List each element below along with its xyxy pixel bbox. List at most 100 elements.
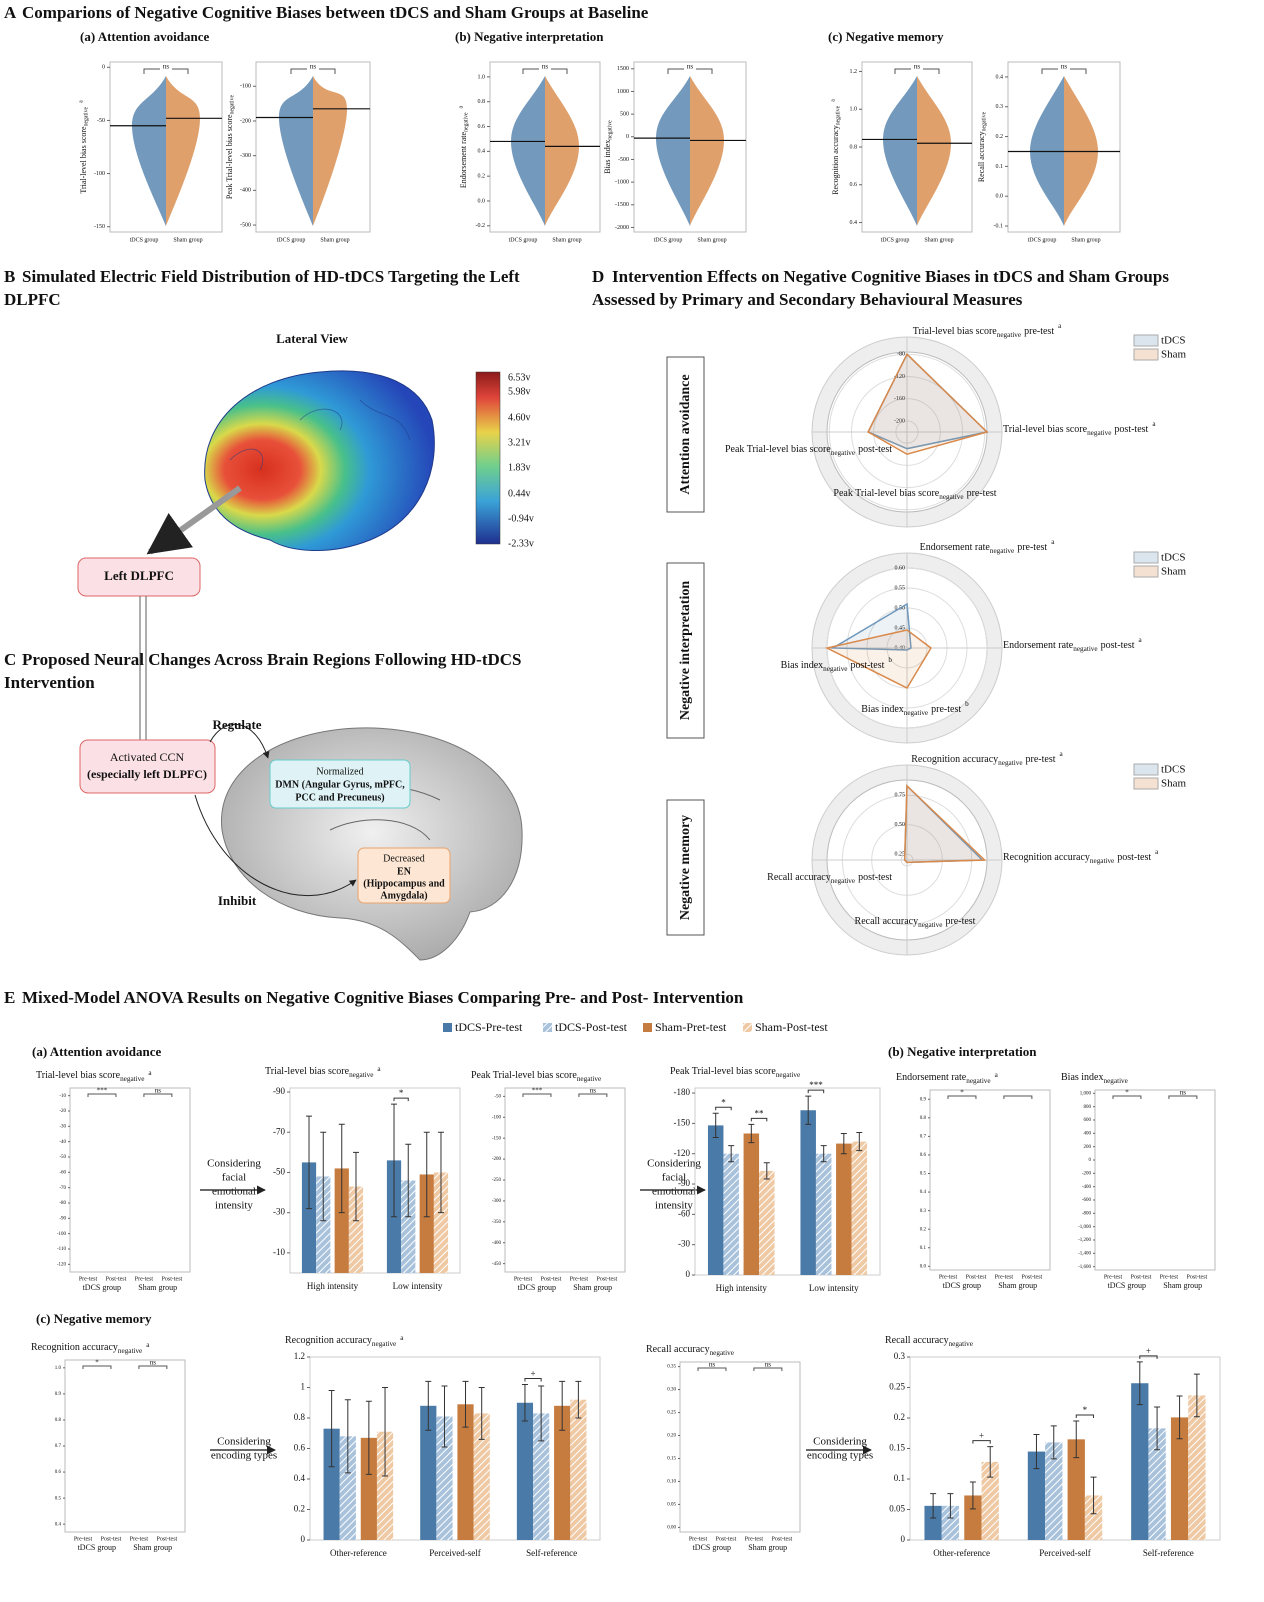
y-tick-label: 200	[1084, 1145, 1092, 1150]
y-tick-label: -1500	[615, 202, 629, 208]
arrow-label: facial	[222, 1172, 246, 1184]
violin-half	[279, 76, 313, 226]
colorbar-label: 3.21v	[508, 437, 531, 448]
y-tick-label: 0	[1089, 1158, 1092, 1163]
annotation: ns	[1180, 1089, 1187, 1097]
label-superscript: a	[377, 1065, 381, 1073]
label-main: Recall accuracy	[646, 1344, 710, 1355]
chart-title: Endorsement ratenegative a	[896, 1071, 999, 1085]
section-a-title: Comparions of Negative Cognitive Biases …	[22, 3, 649, 22]
error-bar	[328, 1390, 335, 1468]
significance-label: *	[721, 1097, 726, 1107]
sig-bracket	[82, 1365, 112, 1369]
colorbar-label: 4.60v	[508, 412, 531, 423]
x-tick-label: Sham group	[173, 237, 202, 243]
plot-frame	[64, 1359, 186, 1533]
error-bar	[559, 1380, 566, 1431]
label-superscript: b	[888, 656, 892, 664]
label-subscript: negative	[966, 1077, 990, 1085]
error-bar	[391, 1103, 398, 1218]
x-tick-label: tDCS group	[130, 237, 159, 243]
label-superscript: a	[79, 100, 85, 103]
sig-bracket	[143, 1093, 173, 1097]
error-bar	[748, 1123, 755, 1144]
error-bar	[478, 1387, 485, 1440]
annotation: ***	[97, 1087, 108, 1095]
radar-axis-label: Recognition accuracynegative post-test a	[1003, 848, 1159, 865]
y-tick-label: 0.3	[920, 1209, 927, 1214]
group-label: tDCS group	[693, 1543, 731, 1552]
radar-axis-label: Peak Trial-level bias scorenegative post-…	[725, 444, 892, 456]
section-c-label: C	[4, 650, 16, 669]
error-bar	[712, 1112, 719, 1139]
error-bar	[405, 1143, 412, 1218]
x-tick-label: tDCS group	[1028, 237, 1057, 243]
y-tick-label: -100	[492, 1115, 502, 1120]
label-subscript: negative	[831, 449, 855, 457]
x-tick-label: Self-reference	[1143, 1548, 1194, 1558]
y-tick-label: -200	[240, 118, 251, 124]
error-bar	[1154, 1406, 1161, 1451]
bar	[1045, 1442, 1063, 1540]
label-subscript: negative	[990, 547, 1014, 555]
error-bar	[352, 1151, 359, 1222]
y-tick-label: -20	[59, 1109, 66, 1114]
y-tick-label: -1000	[615, 180, 629, 186]
bar	[723, 1153, 739, 1275]
error-bar	[423, 1131, 430, 1218]
arrow-label: emotional	[212, 1186, 256, 1198]
arrow-label: intensity	[215, 1200, 253, 1212]
error-bar	[338, 1123, 345, 1214]
error-bar	[763, 1162, 770, 1180]
sig-bracket	[972, 1440, 991, 1444]
significance-label: +	[1146, 1346, 1151, 1356]
label-main: Trial-level bias score	[79, 126, 88, 194]
plot-frame	[694, 1087, 881, 1276]
error-bar	[425, 1380, 432, 1431]
label-tail: post-test	[858, 872, 892, 883]
y-tick-label: -1,400	[1078, 1251, 1091, 1256]
radar-polygon	[824, 629, 932, 689]
y-tick-label: -1,600	[1078, 1265, 1091, 1270]
chart-title: Recall accuracynegative	[885, 1335, 973, 1347]
x-tick-label: Post-test	[101, 1536, 122, 1542]
bar	[348, 1186, 364, 1273]
y-tick-label: 0.05	[667, 1503, 676, 1508]
sig-bracket	[750, 1117, 768, 1122]
violin-half	[917, 76, 951, 226]
label-main: Endorsement rate	[1003, 640, 1074, 651]
y-tick-label: 0.4	[850, 220, 858, 226]
x-tick-label: Post-test	[1131, 1274, 1152, 1280]
x-tick-label: Pre-test	[79, 1276, 98, 1282]
y-tick-label: -100	[57, 1232, 67, 1237]
x-tick-label: Post-test	[1022, 1274, 1043, 1280]
bar	[334, 1168, 349, 1273]
chart-title: Peak Trial-level bias scorenegative	[471, 1070, 601, 1082]
r-tick-label: 0.50	[895, 822, 906, 828]
bar	[436, 1416, 453, 1540]
label-main: Recognition accuracy	[285, 1335, 372, 1346]
dmn-box	[269, 759, 411, 809]
y-tick-label: 0.0	[478, 198, 486, 204]
radar-axis-label: Peak Trial-level bias scorenegative pre-t…	[833, 488, 996, 500]
bar	[981, 1461, 999, 1540]
y-tick-label: 0.20	[667, 1434, 676, 1439]
label-tail: pre-test	[1017, 542, 1047, 553]
y-tick-label: -110	[57, 1247, 66, 1252]
bar	[323, 1428, 340, 1540]
y-tick-label: 1,000	[1080, 1091, 1092, 1096]
section-d-title: Assessed by Primary and Secondary Behavi…	[592, 290, 1023, 309]
error-bar	[365, 1400, 372, 1475]
violin-half	[690, 76, 724, 226]
annotation: ns	[765, 1361, 772, 1369]
error-bar	[382, 1387, 389, 1477]
y-tick-label: 0.9	[920, 1097, 927, 1102]
y-tick-label: 0.0	[996, 194, 1004, 200]
annotation: ***	[532, 1087, 543, 1095]
bar	[941, 1505, 960, 1540]
r-tick-label: -200	[894, 418, 905, 424]
sig-bracket	[393, 1097, 409, 1102]
legend-swatch	[1133, 334, 1159, 347]
annotation: *	[1125, 1089, 1129, 1097]
chart-title: Bias indexnegative	[1061, 1072, 1128, 1084]
